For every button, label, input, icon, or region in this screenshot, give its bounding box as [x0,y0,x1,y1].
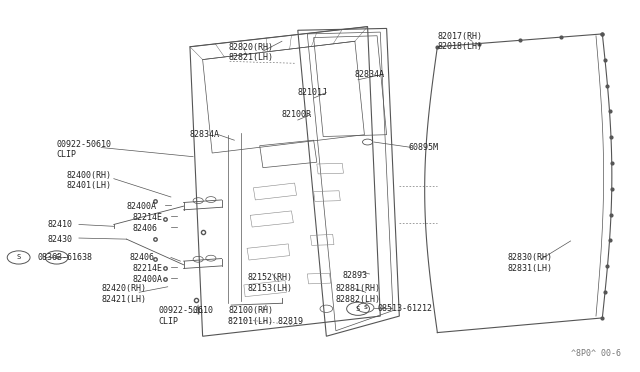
Text: 82820(RH)
82821(LH): 82820(RH) 82821(LH) [228,42,273,62]
Text: 82834A: 82834A [355,70,385,79]
Text: S: S [364,305,367,310]
Text: 82406: 82406 [130,253,155,262]
Text: 82017(RH)
82018(LH): 82017(RH) 82018(LH) [437,32,483,51]
Text: 82400A: 82400A [133,275,163,284]
Text: 00922-50610
CLIP: 00922-50610 CLIP [57,140,112,159]
Text: 82400A: 82400A [127,202,157,211]
Text: 82100R: 82100R [282,110,312,119]
Text: 82830(RH)
82831(LH): 82830(RH) 82831(LH) [507,253,552,273]
Text: 82834A: 82834A [190,130,220,139]
Text: 82420(RH)
82421(LH): 82420(RH) 82421(LH) [101,285,146,304]
Text: 60895M: 60895M [409,143,439,152]
Text: ^8P0^ 00-6: ^8P0^ 00-6 [572,349,621,358]
Text: 82101J: 82101J [298,88,328,97]
Text: 82881(RH)
82882(LH): 82881(RH) 82882(LH) [336,285,381,304]
Text: 82214E: 82214E [133,213,163,222]
Text: S: S [356,306,360,312]
Text: 82893: 82893 [342,271,367,280]
Text: S: S [54,254,60,260]
Text: 08513-61212: 08513-61212 [377,304,432,313]
Text: 00922-50610
CLIP: 00922-50610 CLIP [158,307,213,326]
Text: 82152(RH)
82153(LH): 82152(RH) 82153(LH) [247,273,292,293]
Text: 82400(RH)
82401(LH): 82400(RH) 82401(LH) [66,171,111,190]
Text: 08363-61638: 08363-61638 [38,253,93,262]
Text: S: S [17,254,20,260]
Text: 82430: 82430 [47,235,72,244]
Text: 82214E: 82214E [133,264,163,273]
Text: 82410: 82410 [47,220,72,229]
Text: 82406: 82406 [133,224,158,232]
Text: 82100(RH)
82101(LH) 82819: 82100(RH) 82101(LH) 82819 [228,307,303,326]
